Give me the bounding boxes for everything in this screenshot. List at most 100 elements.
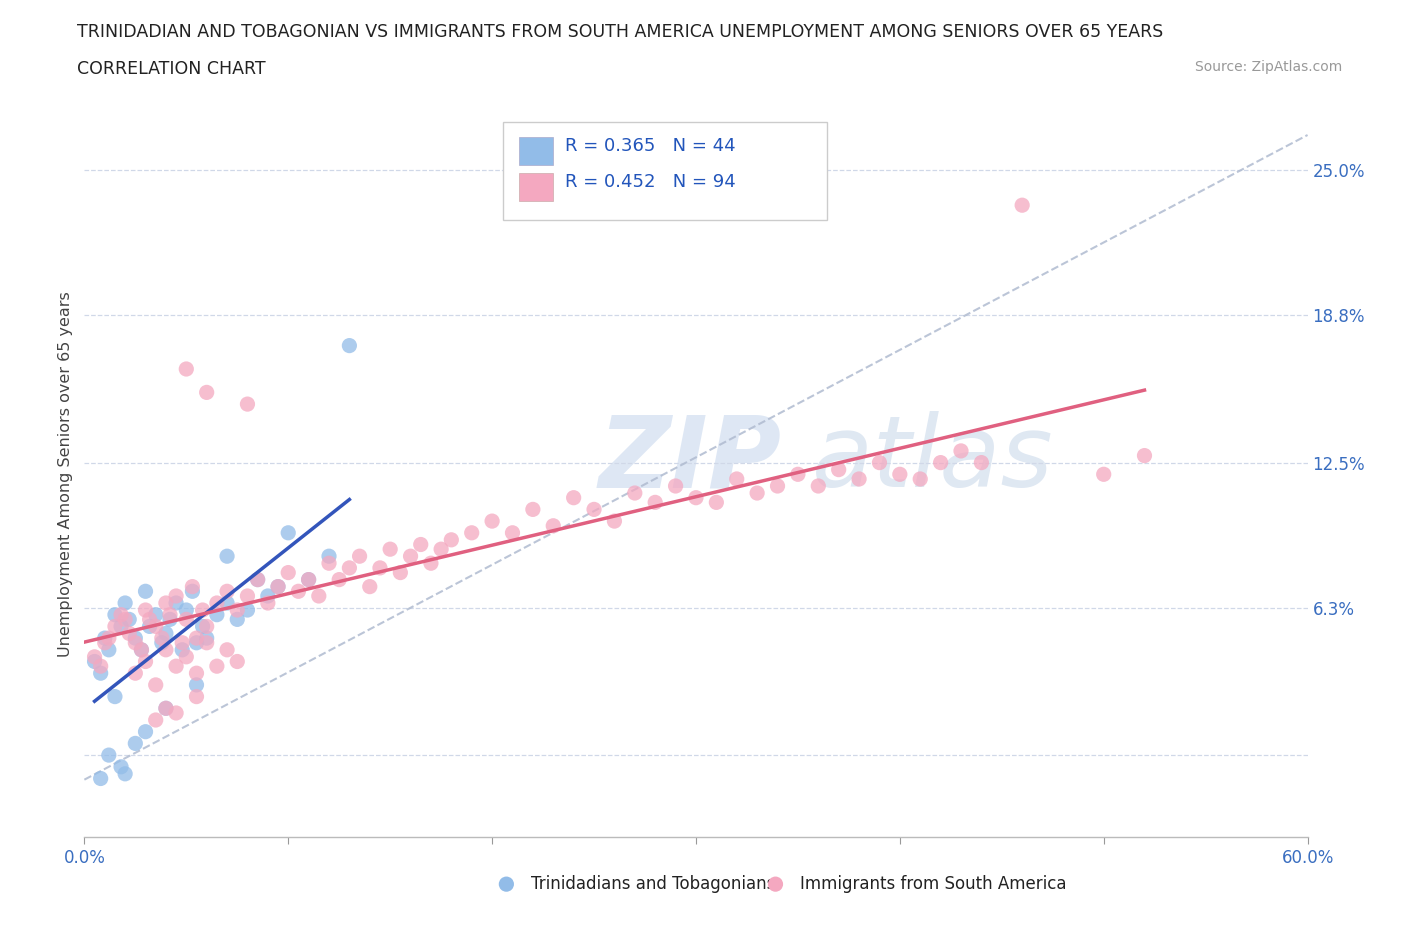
Text: CORRELATION CHART: CORRELATION CHART xyxy=(77,60,266,78)
Point xyxy=(970,455,993,470)
Point xyxy=(706,495,728,510)
Point xyxy=(145,619,167,634)
Point xyxy=(135,584,157,599)
Point xyxy=(104,607,127,622)
Point xyxy=(685,490,707,505)
Point xyxy=(135,654,157,669)
Point xyxy=(104,689,127,704)
Point xyxy=(339,561,361,576)
Point xyxy=(380,542,402,557)
Point xyxy=(159,612,181,627)
Point xyxy=(246,572,269,587)
Point xyxy=(90,771,112,786)
Point xyxy=(287,584,309,599)
Point xyxy=(389,565,412,580)
Point xyxy=(110,607,132,622)
Point xyxy=(502,525,524,540)
Point xyxy=(90,666,112,681)
Point xyxy=(929,455,952,470)
Point xyxy=(217,595,239,610)
Point xyxy=(583,502,606,517)
Point xyxy=(135,603,157,618)
Point xyxy=(181,584,204,599)
Text: TRINIDADIAN AND TOBAGONIAN VS IMMIGRANTS FROM SOUTH AMERICA UNEMPLOYMENT AMONG S: TRINIDADIAN AND TOBAGONIAN VS IMMIGRANTS… xyxy=(77,23,1164,41)
Point xyxy=(195,635,218,650)
Point xyxy=(339,339,361,353)
Point xyxy=(93,635,115,650)
Point xyxy=(1092,467,1115,482)
Point xyxy=(174,603,197,618)
Point xyxy=(114,595,136,610)
Text: R = 0.452   N = 94: R = 0.452 N = 94 xyxy=(565,173,735,191)
Point xyxy=(124,736,146,751)
Point xyxy=(90,658,112,673)
Point xyxy=(869,455,891,470)
Point xyxy=(165,658,187,673)
Point xyxy=(118,626,141,641)
Point xyxy=(191,603,214,618)
Point xyxy=(226,603,249,618)
Point xyxy=(97,631,120,645)
Point xyxy=(420,556,443,571)
Point xyxy=(430,542,453,557)
Point xyxy=(155,643,177,658)
Point xyxy=(186,689,208,704)
Point xyxy=(267,579,290,594)
Point xyxy=(1133,448,1156,463)
Point xyxy=(236,397,259,412)
Point xyxy=(114,612,136,627)
Text: ZIP: ZIP xyxy=(598,411,782,509)
Point xyxy=(409,537,432,551)
Bar xyxy=(519,137,553,165)
Point xyxy=(766,479,789,494)
Bar xyxy=(519,173,553,201)
Point xyxy=(267,579,290,594)
Point xyxy=(150,631,173,645)
Point xyxy=(368,561,391,576)
Point xyxy=(603,513,626,528)
Point xyxy=(205,658,228,673)
Point xyxy=(236,603,259,618)
Point xyxy=(145,712,167,727)
FancyBboxPatch shape xyxy=(503,123,827,220)
Point xyxy=(124,666,146,681)
Text: R = 0.365   N = 44: R = 0.365 N = 44 xyxy=(565,137,735,154)
Point xyxy=(131,643,153,658)
Point xyxy=(174,362,197,377)
Point xyxy=(174,649,197,664)
Point xyxy=(848,472,870,486)
Point xyxy=(807,479,830,494)
Point xyxy=(186,635,208,650)
Point xyxy=(104,619,127,634)
Point xyxy=(110,619,132,634)
Point xyxy=(165,706,187,721)
Text: Immigrants from South America: Immigrants from South America xyxy=(800,875,1066,893)
Point xyxy=(277,525,299,540)
Y-axis label: Unemployment Among Seniors over 65 years: Unemployment Among Seniors over 65 years xyxy=(58,291,73,658)
Point xyxy=(481,513,503,528)
Point xyxy=(217,549,239,564)
Point xyxy=(624,485,647,500)
Point xyxy=(277,565,299,580)
Point xyxy=(118,612,141,627)
Text: Trinidadians and Tobagonians: Trinidadians and Tobagonians xyxy=(531,875,775,893)
Point xyxy=(298,572,321,587)
Point xyxy=(1225,899,1247,914)
Text: Source: ZipAtlas.com: Source: ZipAtlas.com xyxy=(1195,60,1343,74)
Point xyxy=(889,467,911,482)
Point xyxy=(725,472,748,486)
Point xyxy=(195,619,218,634)
Point xyxy=(124,635,146,650)
Point xyxy=(97,748,120,763)
Point xyxy=(644,495,666,510)
Point xyxy=(138,619,160,634)
Point xyxy=(226,612,249,627)
Point xyxy=(181,579,204,594)
Point xyxy=(135,724,157,739)
Point xyxy=(910,472,932,486)
Point xyxy=(83,654,105,669)
Point xyxy=(165,595,187,610)
Point xyxy=(236,589,259,604)
Point xyxy=(205,595,228,610)
Point xyxy=(522,502,544,517)
